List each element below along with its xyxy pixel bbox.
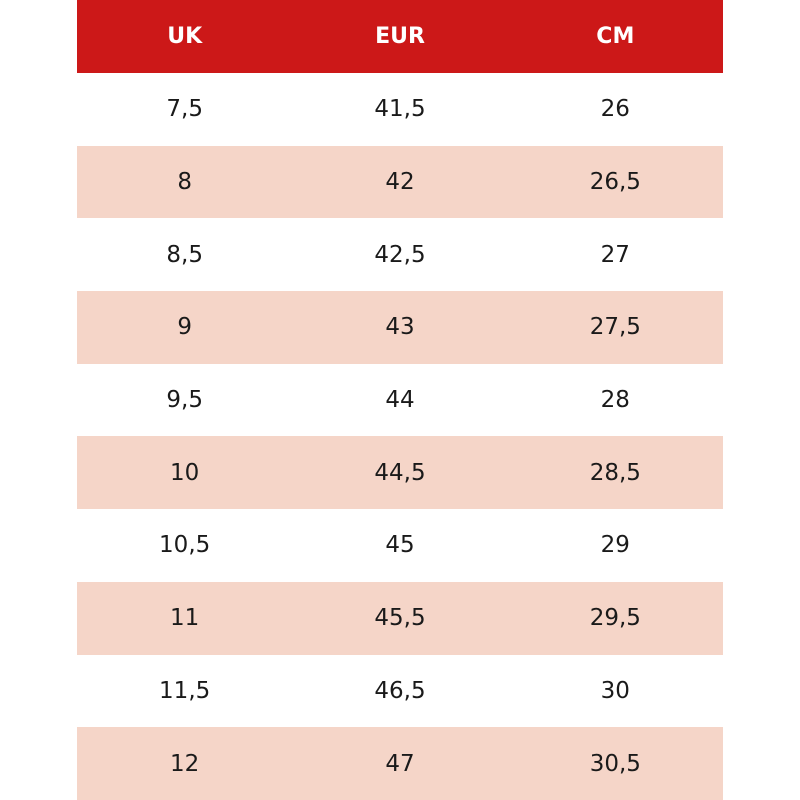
table-cell: 10 xyxy=(170,459,200,486)
table-cell: 30 xyxy=(600,677,630,704)
header-cell: UK xyxy=(167,24,203,49)
table-row: 8 42 26,5 xyxy=(77,145,723,219)
table-cell: 11,5 xyxy=(159,677,211,704)
table-cell: 29 xyxy=(600,532,630,559)
table-cell: 29,5 xyxy=(589,605,641,632)
table-cell: 42,5 xyxy=(374,241,426,268)
table-cell: 27,5 xyxy=(589,314,641,341)
table-row: 9 43 27,5 xyxy=(77,291,723,364)
table-row: 8,5 42,5 27 xyxy=(77,218,723,291)
table-cell: 45,5 xyxy=(374,605,426,632)
table-cell: 9 xyxy=(177,314,192,341)
table-cell: 42 xyxy=(385,169,415,196)
table-cell: 26,5 xyxy=(589,169,641,196)
table-row: 10,5 45 29 xyxy=(77,509,723,582)
table-row: 11 45,5 29,5 xyxy=(77,581,723,655)
table-cell: 28 xyxy=(600,387,630,414)
table-cell: 44 xyxy=(385,387,415,414)
table-cell: 45 xyxy=(385,532,415,559)
table-cell: 11 xyxy=(170,605,200,632)
table-cell: 41,5 xyxy=(374,96,426,123)
table-cell: 28,5 xyxy=(589,459,641,486)
table-cell: 7,5 xyxy=(166,96,203,123)
table-cell: 8,5 xyxy=(166,241,203,268)
table-row: 12 47 30,5 xyxy=(77,727,723,800)
header-cell: CM xyxy=(596,24,635,49)
table-cell: 9,5 xyxy=(166,387,203,414)
header-cell: EUR xyxy=(375,24,425,49)
table-row: 10 44,5 28,5 xyxy=(77,436,723,510)
table-row: 11,5 46,5 30 xyxy=(77,655,723,728)
table-row: 9,5 44 28 xyxy=(77,364,723,437)
table-row: 7,5 41,5 26 xyxy=(77,73,723,146)
table-cell: 43 xyxy=(385,314,415,341)
table-cell: 27 xyxy=(600,241,630,268)
table-cell: 46,5 xyxy=(374,677,426,704)
table-cell: 8 xyxy=(177,169,192,196)
size-table: UK EUR CM 7,5 41,5 26 8 42 26,5 8,5 42,5 27 9 43 27,5 9… xyxy=(77,0,723,800)
table-cell: 10,5 xyxy=(159,532,211,559)
table-cell: 12 xyxy=(170,750,200,777)
table-cell: 26 xyxy=(600,96,630,123)
header-row: UK EUR CM xyxy=(77,0,723,73)
table-cell: 47 xyxy=(385,750,415,777)
table-cell: 30,5 xyxy=(589,750,641,777)
table-cell: 44,5 xyxy=(374,459,426,486)
